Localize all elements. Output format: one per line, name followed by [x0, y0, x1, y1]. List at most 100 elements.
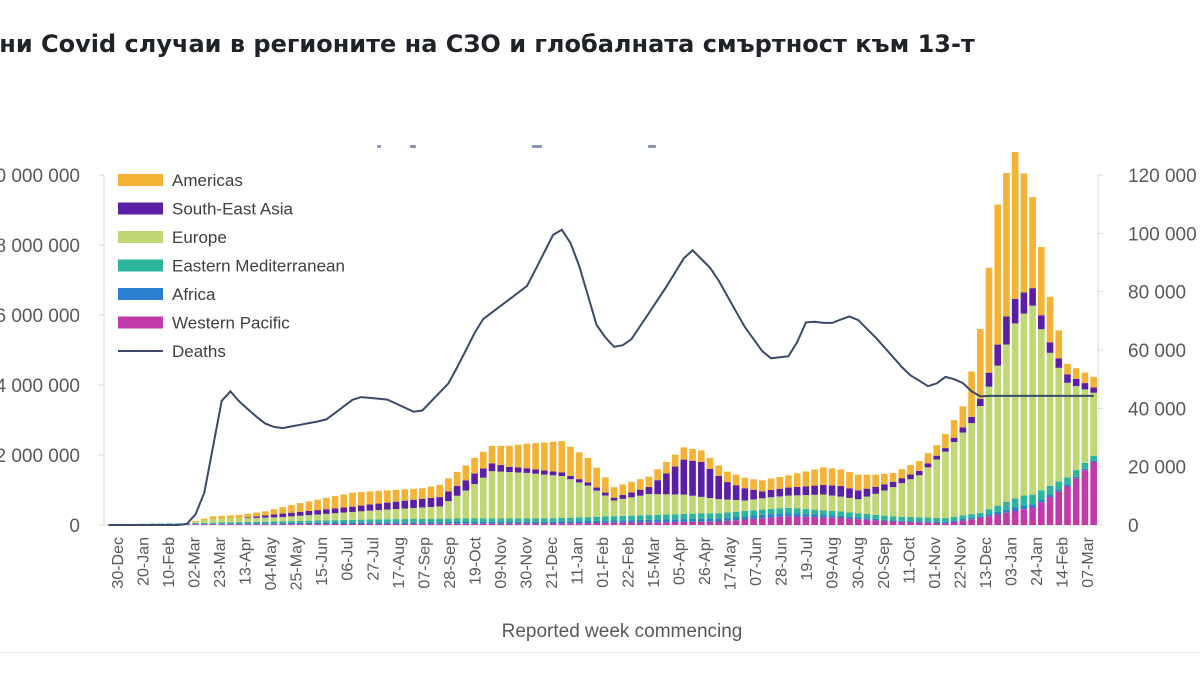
- bar-segment-africa: [994, 512, 1001, 515]
- bar-segment-eastern-mediterranean: [218, 522, 225, 523]
- bar-segment-western-pacific: [994, 515, 1001, 526]
- bar-segment-americas: [471, 458, 478, 474]
- bar-segment-western-pacific: [410, 524, 417, 525]
- bar-segment-western-pacific: [550, 523, 557, 525]
- bar-segment-africa: [951, 520, 958, 522]
- bar-segment-americas: [960, 406, 967, 427]
- bar-segment-western-pacific: [271, 524, 278, 525]
- bar-segment-americas: [707, 458, 714, 469]
- bar-segment-eastern-mediterranean: [454, 519, 461, 523]
- bar-segment-americas: [497, 446, 504, 465]
- bar-segment-eastern-mediterranean: [201, 523, 208, 524]
- bar-segment-africa: [1055, 490, 1062, 492]
- bar-segment-western-pacific: [358, 524, 365, 525]
- bar-segment-africa: [419, 522, 426, 524]
- bar-segment-africa: [628, 520, 635, 522]
- bar-segment-africa: [960, 519, 967, 521]
- bar-segment-africa: [1082, 469, 1089, 470]
- bar-segment-western-pacific: [245, 524, 252, 525]
- bar-segment-europe: [515, 472, 522, 518]
- bar-segment-south-east-asia: [358, 506, 365, 512]
- bar-segment-south-east-asia: [288, 513, 295, 517]
- bar-segment-south-east-asia: [1090, 387, 1097, 392]
- bar-segment-eastern-mediterranean: [497, 518, 504, 522]
- bar-segment-western-pacific: [733, 520, 740, 525]
- bar-segment-europe: [811, 495, 818, 510]
- bar-segment-eastern-mediterranean: [532, 518, 539, 522]
- bar-segment-western-pacific: [593, 523, 600, 525]
- bar-segment-eastern-mediterranean: [1038, 490, 1045, 499]
- bar-segment-western-pacific: [1021, 509, 1028, 525]
- bar-segment-africa: [803, 514, 810, 517]
- bar-segment-western-pacific: [872, 520, 879, 525]
- bar-segment-africa: [785, 513, 792, 516]
- bar-segment-eastern-mediterranean: [977, 513, 984, 517]
- bar-segment-western-pacific: [227, 524, 234, 525]
- bar-segment-americas: [524, 444, 531, 469]
- bar-segment-eastern-mediterranean: [785, 508, 792, 513]
- bar-segment-africa: [977, 516, 984, 518]
- bar-segment-americas: [332, 496, 339, 508]
- bar-segment-europe: [881, 490, 888, 515]
- bar-segment-eastern-mediterranean: [820, 510, 827, 515]
- bar-segment-eastern-mediterranean: [367, 519, 374, 522]
- bar-segment-africa: [602, 521, 609, 523]
- bar-segment-europe: [846, 498, 853, 512]
- bar-segment-western-pacific: [820, 517, 827, 525]
- bar-segment-americas: [759, 480, 766, 491]
- bar-segment-africa: [428, 522, 435, 524]
- bar-segment-africa: [288, 523, 295, 524]
- bar-segment-africa: [916, 521, 923, 522]
- bar-segment-europe: [794, 495, 801, 508]
- bar-segment-south-east-asia: [933, 456, 940, 460]
- bar-segment-eastern-mediterranean: [628, 516, 635, 521]
- x-tick-label: 11-Jan: [569, 537, 586, 585]
- bar-segment-americas: [619, 485, 626, 496]
- bar-segment-africa: [349, 522, 356, 524]
- bar-segment-africa: [733, 517, 740, 520]
- bar-segment-western-pacific: [253, 524, 260, 525]
- bar-segment-eastern-mediterranean: [445, 519, 452, 522]
- x-tick-label: 20-Jan: [136, 537, 153, 586]
- bar-segment-western-pacific: [445, 524, 452, 525]
- bar-segment-eastern-mediterranean: [881, 516, 888, 520]
- bar-segment-americas: [585, 458, 592, 483]
- bar-segment-americas: [881, 474, 888, 485]
- bottom-divider: [0, 652, 1200, 653]
- bar-segment-south-east-asia: [567, 476, 574, 479]
- bar-segment-americas: [733, 475, 740, 486]
- bar-segment-americas: [349, 493, 356, 507]
- bar-segment-western-pacific: [558, 523, 565, 525]
- bar-segment-europe: [820, 494, 827, 510]
- bar-segment-western-pacific: [532, 524, 539, 525]
- x-tick-label: 07-Sep: [416, 537, 433, 589]
- bar-segment-eastern-mediterranean: [245, 522, 252, 523]
- legend-item: Deaths: [118, 342, 226, 361]
- bar-segment-eastern-mediterranean: [253, 522, 260, 524]
- bar-segment-americas: [463, 465, 470, 480]
- bar-segment-africa: [855, 517, 862, 519]
- bar-segment-europe: [271, 517, 278, 521]
- bar-segment-south-east-asia: [698, 462, 705, 497]
- left-tick-label: 2 000 000: [0, 446, 80, 467]
- bar-segment-western-pacific: [428, 524, 435, 525]
- bar-segment-europe: [663, 494, 670, 514]
- x-tick-label: 23-Mar: [212, 536, 229, 587]
- bar-segment-south-east-asia: [262, 515, 269, 517]
- bar-segment-south-east-asia: [497, 465, 504, 472]
- bar-segment-western-pacific: [1047, 497, 1054, 525]
- bar-segment-americas: [515, 445, 522, 468]
- bar-segment-eastern-mediterranean: [314, 521, 321, 523]
- bar-segment-south-east-asia: [340, 508, 347, 513]
- legend-swatch: [118, 231, 163, 243]
- bar-segment-western-pacific: [262, 524, 269, 525]
- bar-segment-western-pacific: [785, 516, 792, 525]
- bar-segment-africa: [358, 522, 365, 524]
- bar-segment-africa: [506, 522, 513, 524]
- bar-segment-europe: [454, 496, 461, 519]
- bar-segment-eastern-mediterranean: [585, 517, 592, 521]
- bar-segment-africa: [1003, 510, 1010, 513]
- bar-segment-africa: [611, 520, 618, 522]
- bar-segment-south-east-asia: [672, 466, 679, 494]
- x-axis-ticks: 30-Dec 20-Jan 10-Feb 02-Mar 23-Mar 13-Apr 04-M…: [110, 536, 1097, 590]
